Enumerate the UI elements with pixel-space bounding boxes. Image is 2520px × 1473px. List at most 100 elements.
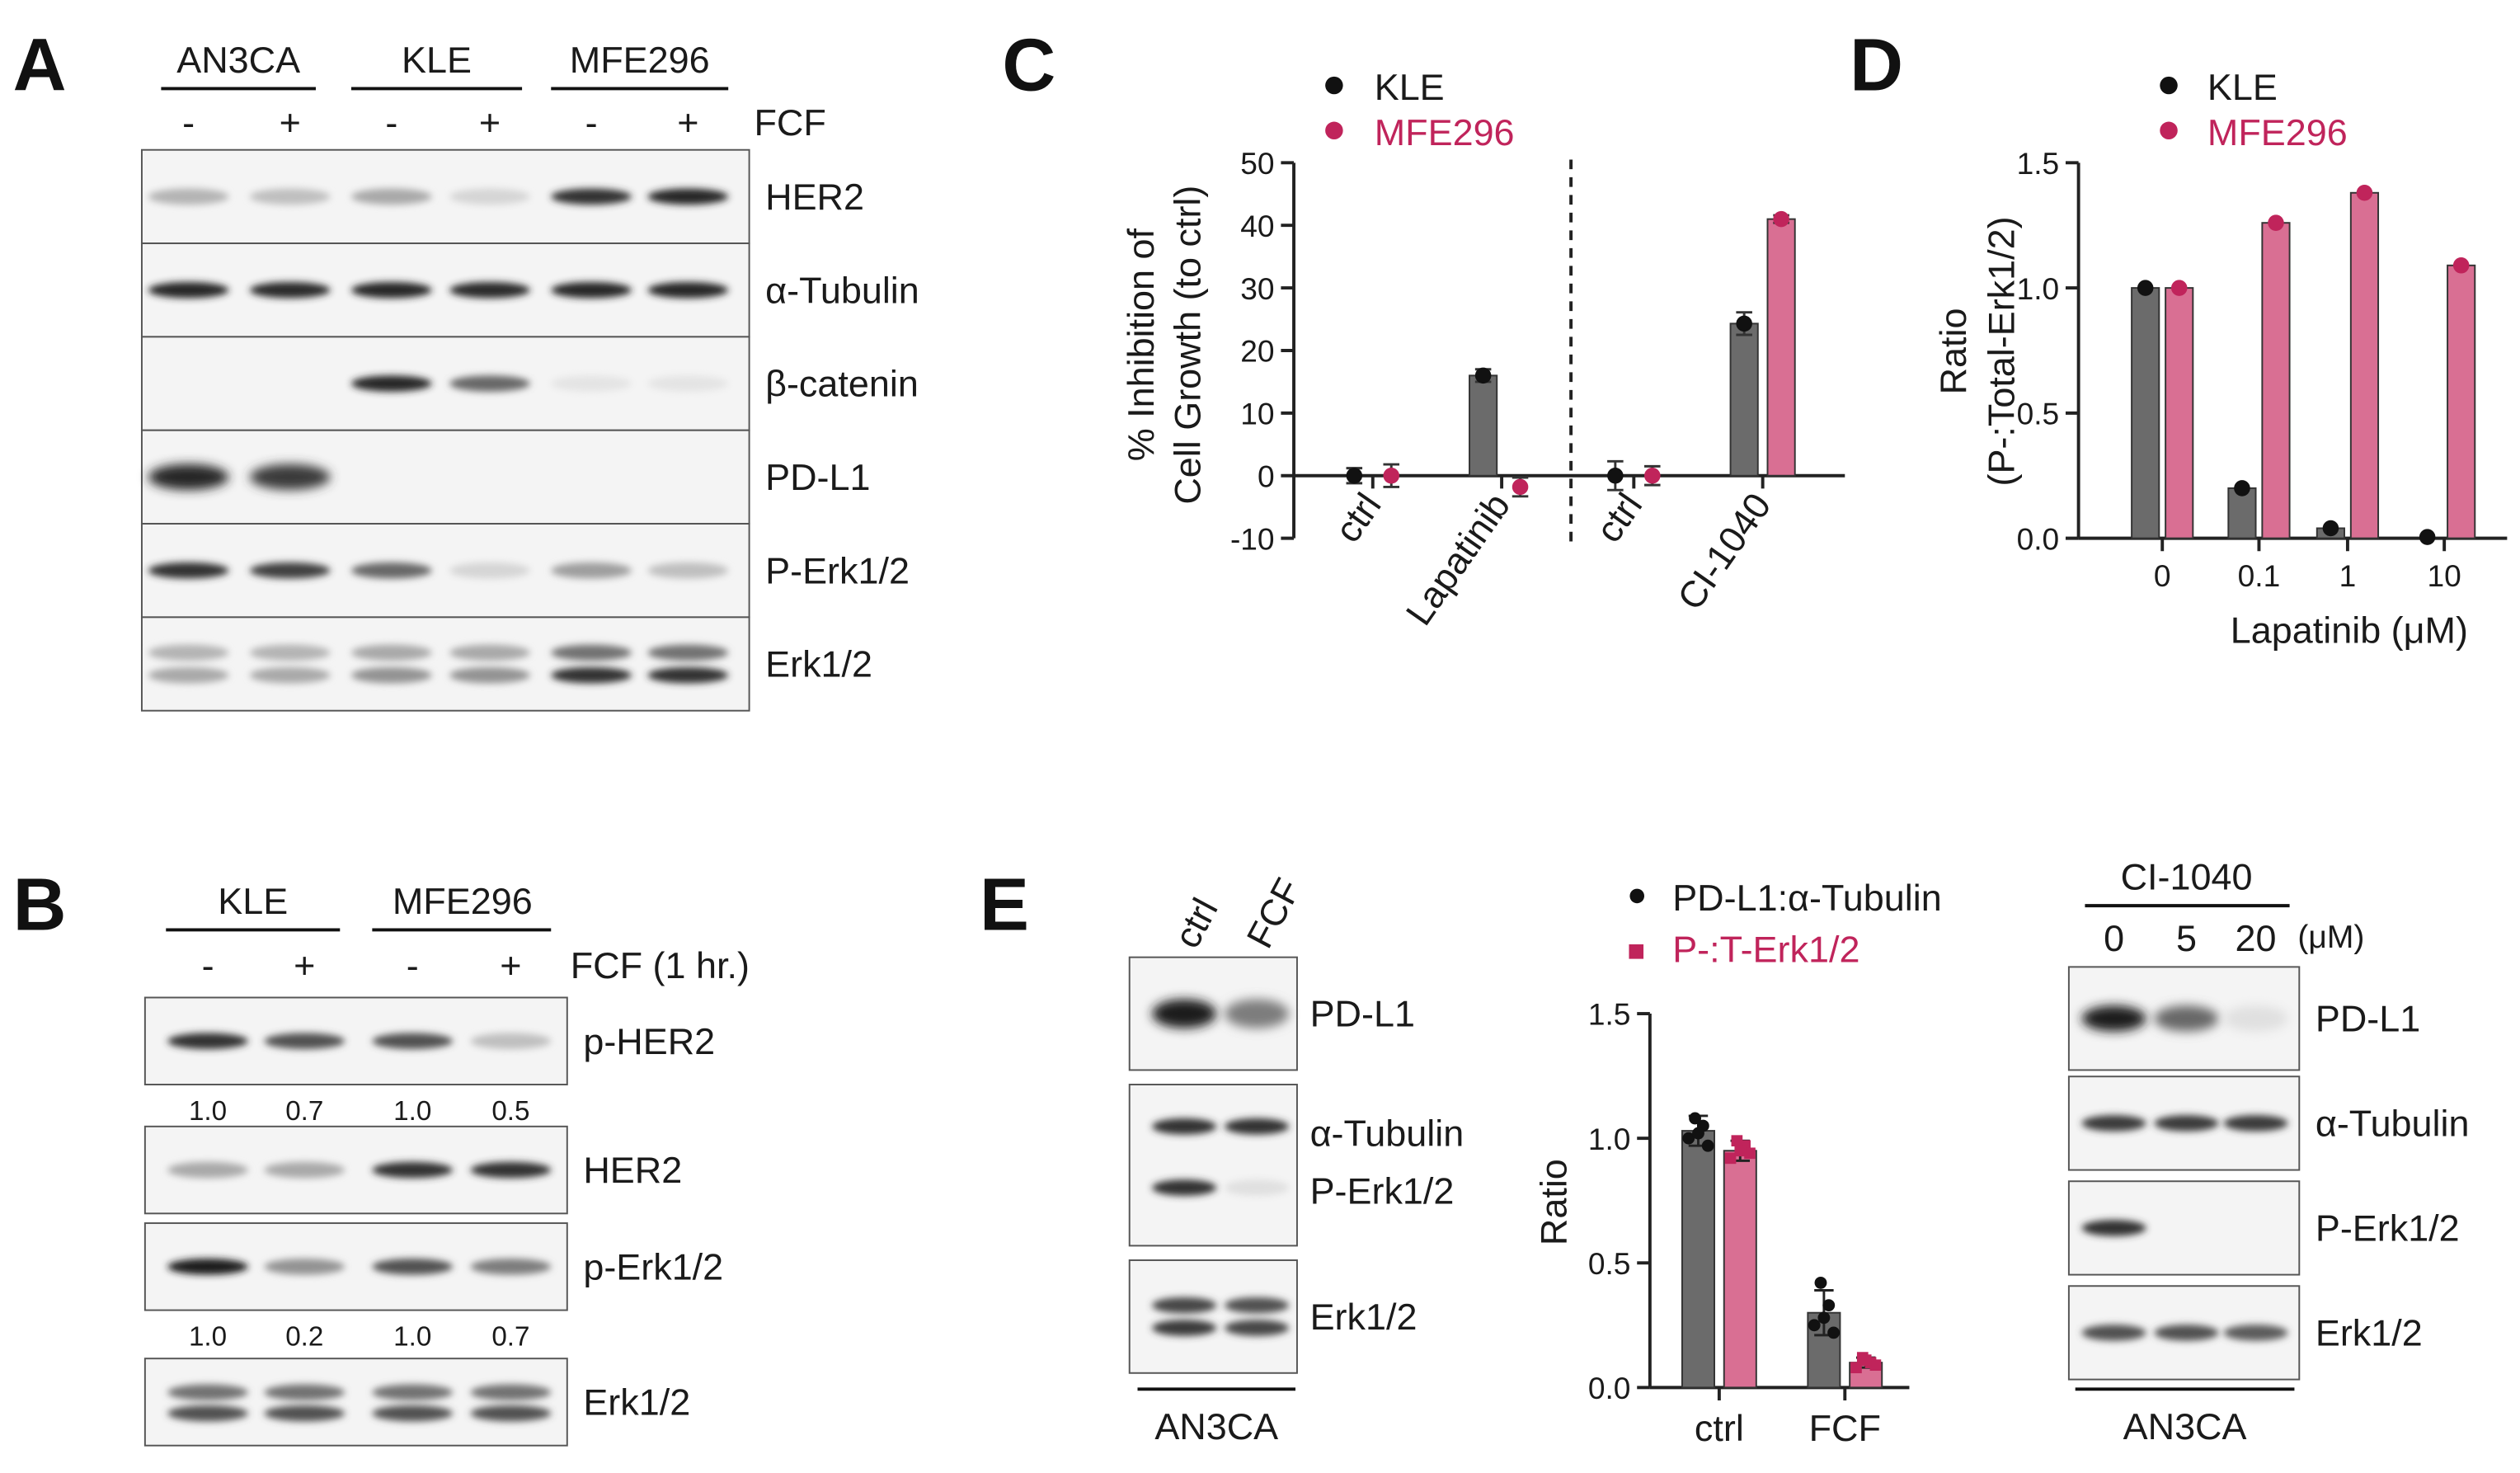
blot-band xyxy=(372,1384,454,1400)
quant-value: 1.0 xyxy=(393,1096,431,1127)
blot-label: HER2 xyxy=(765,176,864,218)
x-tick-label: 0 xyxy=(2154,558,2171,593)
blot-band xyxy=(148,644,229,661)
y-tick-label: 40 xyxy=(1240,209,1274,243)
legend-marker xyxy=(1629,944,1644,959)
chart-d-legend: KLE MFE296 xyxy=(2160,66,2348,153)
data-point xyxy=(1773,210,1789,228)
blot-band xyxy=(148,188,229,205)
y-tick-label: 20 xyxy=(1240,334,1274,369)
bar xyxy=(2349,191,2380,539)
blot-band xyxy=(249,464,331,491)
blot-band xyxy=(350,188,432,205)
blot-label: p-Erk1/2 xyxy=(583,1245,723,1287)
blot-band xyxy=(2081,1115,2146,1132)
data-point xyxy=(1731,1135,1743,1147)
y-tick-label: 50 xyxy=(1240,146,1274,181)
blot-band xyxy=(1152,1179,1217,1196)
data-point xyxy=(1724,1152,1737,1165)
blot-band xyxy=(350,666,432,684)
blot-label: α-Tubulin xyxy=(2315,1103,2470,1145)
blot-band xyxy=(449,375,530,392)
data-point xyxy=(2452,257,2470,274)
data-point xyxy=(1850,1362,1862,1374)
blot-label: Erk1/2 xyxy=(1310,1296,1418,1338)
blot-band xyxy=(470,1384,552,1400)
panel-b-blots: p-HER2 HER2 p-Erk1/2 Erk1/2 xyxy=(143,996,723,1447)
blot-band xyxy=(148,281,229,299)
panel-label-e: E xyxy=(980,864,1029,946)
blot-label: α-Tubulin xyxy=(765,269,919,311)
panel-e-lanes: ctrl FCF xyxy=(1166,871,1309,954)
bar xyxy=(2131,287,2160,539)
y-axis-label: Cell Growth (to ctrl) xyxy=(1167,186,1209,505)
bar xyxy=(2261,222,2291,539)
lane-label: ctrl xyxy=(1166,892,1226,955)
blot-band xyxy=(2223,1325,2288,1341)
blot-band xyxy=(350,281,432,299)
blot-band xyxy=(2223,1005,2288,1032)
quant-value: 1.0 xyxy=(393,1322,431,1353)
y-tick-label: 1.0 xyxy=(1588,1122,1631,1156)
panel-b-header: KLE MFE296 - + - + FCF (1 hr.) xyxy=(166,880,750,986)
x-tick-label: 0.1 xyxy=(2238,558,2281,593)
data-point xyxy=(1859,1354,1872,1366)
blot-band xyxy=(470,1405,552,1422)
blot-band xyxy=(264,1033,346,1050)
bar xyxy=(1729,322,1759,477)
x-axis-label: Lapatinib (μM) xyxy=(2231,609,2468,652)
blot-band xyxy=(167,1405,248,1422)
blot-band xyxy=(372,1405,454,1422)
blot-band xyxy=(1225,1179,1290,1196)
blot-band xyxy=(1225,1118,1290,1135)
blot-band xyxy=(449,666,530,684)
blot-band xyxy=(647,666,729,684)
treatment-sign: - xyxy=(385,101,397,144)
blot-band xyxy=(167,1033,248,1050)
treatment-sign: + xyxy=(500,944,521,986)
panel-label-d: D xyxy=(1850,24,1903,106)
blot-band xyxy=(1152,1118,1217,1135)
blot-band xyxy=(449,562,530,579)
blot-label: Erk1/2 xyxy=(2315,1312,2423,1354)
x-tick-label: CI-1040 xyxy=(1669,485,1779,617)
blot-band xyxy=(470,1033,552,1050)
legend-marker xyxy=(2160,76,2178,95)
treatment-sign: - xyxy=(585,101,598,144)
dose-label: 0 xyxy=(2104,917,2124,959)
blot-band xyxy=(1152,1297,1217,1314)
blot-strip xyxy=(140,616,750,712)
bar xyxy=(1766,218,1796,477)
bar xyxy=(2165,287,2194,539)
blot-band xyxy=(249,562,331,579)
blot-band xyxy=(449,281,530,299)
blot-band xyxy=(372,1161,454,1179)
blot-label: p-HER2 xyxy=(583,1020,715,1062)
data-point xyxy=(1644,467,1661,484)
data-point xyxy=(1692,1127,1704,1140)
blot-band xyxy=(2081,1005,2146,1032)
blot-band xyxy=(1225,1320,1290,1336)
y-tick-label: 1.0 xyxy=(2017,271,2060,306)
legend-label: PD-L1:α-Tubulin xyxy=(1672,877,1942,919)
treatment-sign: - xyxy=(407,944,419,986)
data-point xyxy=(1827,1326,1841,1339)
y-tick-label: 30 xyxy=(1240,271,1274,306)
quant-value: 0.5 xyxy=(491,1096,529,1127)
legend-label: KLE xyxy=(1375,66,1445,108)
bar xyxy=(1723,1150,1757,1389)
y-tick-label: 0 xyxy=(1258,459,1275,493)
blot-band xyxy=(449,644,530,661)
y-axis-label: Ratio xyxy=(1532,1159,1574,1245)
quant-value: 0.7 xyxy=(491,1322,529,1353)
data-point xyxy=(2268,214,2284,231)
blot-band xyxy=(1225,1297,1290,1314)
blot-band xyxy=(647,188,729,205)
blot-band xyxy=(264,1384,346,1400)
panel-e-blots: PD-L1 Erk1/2 α-Tubulin P-Erk1/2 xyxy=(1128,956,1464,1374)
data-point xyxy=(1736,315,1752,332)
y-tick-label: -10 xyxy=(1230,521,1275,556)
blot-band xyxy=(167,1259,248,1275)
blot-strip xyxy=(1128,1259,1298,1374)
